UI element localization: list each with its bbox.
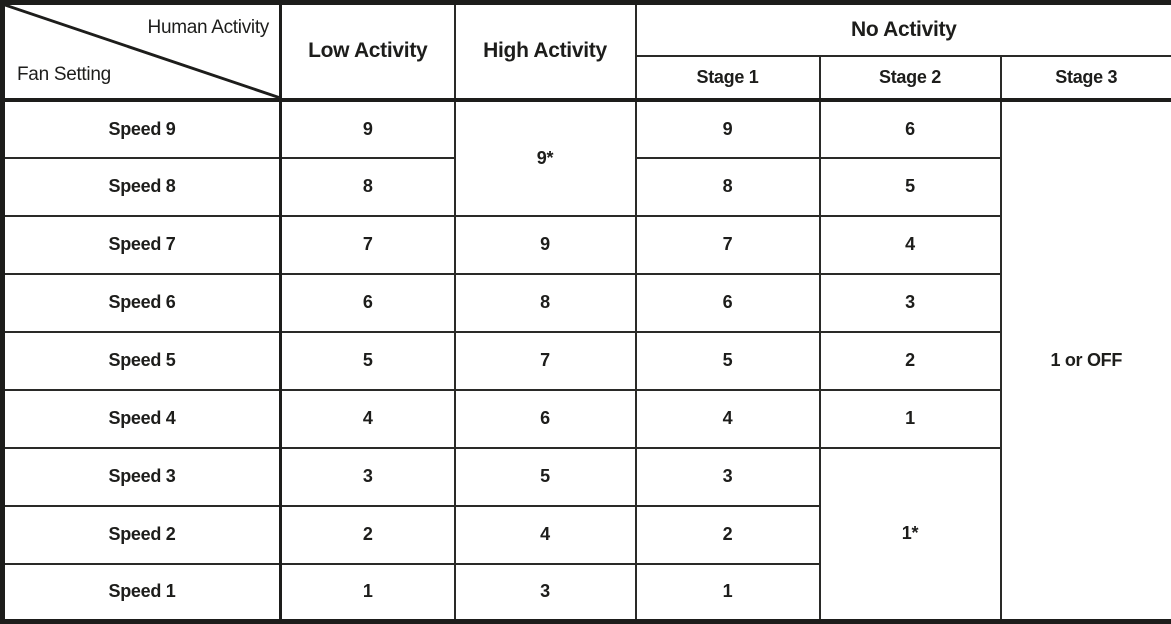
cell-speed2-low: 2 bbox=[281, 506, 455, 564]
col-header-no-activity: No Activity bbox=[636, 3, 1171, 56]
cell-speed5-low: 5 bbox=[281, 332, 455, 390]
cell-speed3-high: 5 bbox=[455, 448, 636, 506]
cell-speed5-stage2: 2 bbox=[820, 332, 1001, 390]
row-label-speed-8: Speed 8 bbox=[3, 158, 281, 216]
row-label-speed-7: Speed 7 bbox=[3, 216, 281, 274]
cell-speed3-2-1-stage2-merged: 1* bbox=[820, 448, 1001, 622]
col-header-stage-2: Stage 2 bbox=[820, 56, 1001, 100]
row-label-speed-9: Speed 9 bbox=[3, 100, 281, 158]
cell-speed4-low: 4 bbox=[281, 390, 455, 448]
cell-speed9-stage2: 6 bbox=[820, 100, 1001, 158]
cell-speed6-stage2: 3 bbox=[820, 274, 1001, 332]
table-row-speed-9: Speed 9 9 9* 9 6 1 or OFF bbox=[3, 100, 1171, 158]
col-header-high-activity: High Activity bbox=[455, 3, 636, 100]
row-label-speed-5: Speed 5 bbox=[3, 332, 281, 390]
cell-speed8-stage1: 8 bbox=[636, 158, 820, 216]
col-header-stage-1: Stage 1 bbox=[636, 56, 820, 100]
cell-speed1-stage1: 1 bbox=[636, 564, 820, 622]
cell-speed7-stage2: 4 bbox=[820, 216, 1001, 274]
row-label-speed-1: Speed 1 bbox=[3, 564, 281, 622]
cell-speed2-stage1: 2 bbox=[636, 506, 820, 564]
row-label-speed-3: Speed 3 bbox=[3, 448, 281, 506]
row-label-speed-6: Speed 6 bbox=[3, 274, 281, 332]
cell-speed6-stage1: 6 bbox=[636, 274, 820, 332]
cell-speed4-stage1: 4 bbox=[636, 390, 820, 448]
cell-speed9-8-high-merged: 9* bbox=[455, 100, 636, 216]
row-label-speed-2: Speed 2 bbox=[3, 506, 281, 564]
col-header-low-activity: Low Activity bbox=[281, 3, 455, 100]
cell-speed3-low: 3 bbox=[281, 448, 455, 506]
cell-speed2-high: 4 bbox=[455, 506, 636, 564]
col-header-stage-3: Stage 3 bbox=[1001, 56, 1171, 100]
cell-speed7-low: 7 bbox=[281, 216, 455, 274]
table-row-speed-5: Speed 5 5 7 5 2 bbox=[3, 332, 1171, 390]
table-row-speed-4: Speed 4 4 6 4 1 bbox=[3, 390, 1171, 448]
cell-speed6-low: 6 bbox=[281, 274, 455, 332]
cell-speed7-high: 9 bbox=[455, 216, 636, 274]
row-label-speed-4: Speed 4 bbox=[3, 390, 281, 448]
cell-speed5-stage1: 5 bbox=[636, 332, 820, 390]
table-row-speed-6: Speed 6 6 8 6 3 bbox=[3, 274, 1171, 332]
cell-speed6-high: 8 bbox=[455, 274, 636, 332]
cell-speed4-high: 6 bbox=[455, 390, 636, 448]
fan-setting-label: Fan Setting bbox=[17, 64, 111, 86]
cell-speed9-stage1: 9 bbox=[636, 100, 820, 158]
cell-speed5-high: 7 bbox=[455, 332, 636, 390]
cell-speed8-stage2: 5 bbox=[820, 158, 1001, 216]
corner-cell: Human Activity Fan Setting bbox=[3, 3, 281, 100]
table-row-speed-3: Speed 3 3 5 3 1* bbox=[3, 448, 1171, 506]
table-row-speed-7: Speed 7 7 9 7 4 bbox=[3, 216, 1171, 274]
cell-speed8-low: 8 bbox=[281, 158, 455, 216]
cell-speed1-low: 1 bbox=[281, 564, 455, 622]
cell-speed1-high: 3 bbox=[455, 564, 636, 622]
cell-speed3-stage1: 3 bbox=[636, 448, 820, 506]
cell-speed9-low: 9 bbox=[281, 100, 455, 158]
cell-speed7-stage1: 7 bbox=[636, 216, 820, 274]
human-activity-label: Human Activity bbox=[148, 17, 269, 39]
cell-stage3-all-merged: 1 or OFF bbox=[1001, 100, 1171, 622]
cell-speed4-stage2: 1 bbox=[820, 390, 1001, 448]
